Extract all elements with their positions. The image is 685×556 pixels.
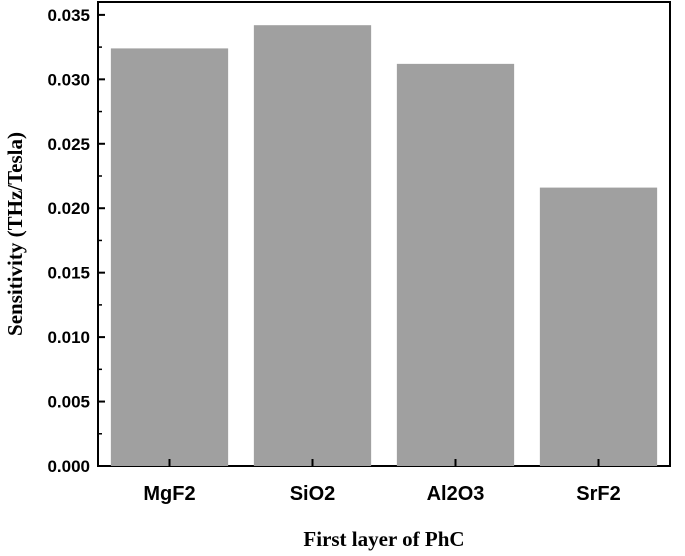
bar-mgf2 xyxy=(110,48,229,467)
x-tick-label-mgf2: MgF2 xyxy=(143,483,195,505)
bars xyxy=(110,25,658,467)
y-tick-label: 0.015 xyxy=(47,264,90,283)
y-axis-title: Sensitivity (THz/Tesla) xyxy=(3,132,27,336)
y-tick-label: 0.010 xyxy=(47,328,90,347)
y-tick-label: 0.030 xyxy=(47,70,90,89)
y-tick-label: 0.020 xyxy=(47,199,90,218)
y-tick-label: 0.000 xyxy=(47,457,90,476)
x-axis-title: First layer of PhC xyxy=(303,527,464,551)
y-tick-label: 0.025 xyxy=(47,135,90,154)
y-tick-label: 0.005 xyxy=(47,393,90,412)
x-tick-label-sio2: SiO2 xyxy=(290,483,336,505)
bar-al2o3 xyxy=(396,63,515,466)
y-tick-label: 0.035 xyxy=(47,6,90,25)
plot-frame xyxy=(97,1,671,467)
bar-sio2 xyxy=(253,25,372,466)
x-tick-label-al2o3: Al2O3 xyxy=(427,483,485,505)
y-axis-ticks: 0.000 0.005 0.010 0.015 0.020 0.025 0.030 0.035 xyxy=(47,6,105,476)
x-tick-label-srf2: SrF2 xyxy=(576,483,620,505)
bar-srf2 xyxy=(539,187,658,466)
x-axis-ticks: MgF2 SiO2 Al2O3 SrF2 xyxy=(143,459,621,505)
